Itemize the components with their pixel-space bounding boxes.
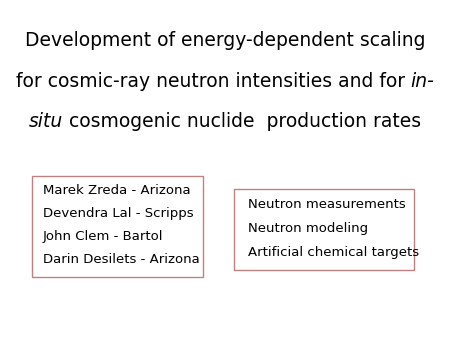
Text: cosmogenic nuclide  production rates: cosmogenic nuclide production rates: [63, 112, 421, 131]
Text: Darin Desilets - Arizona: Darin Desilets - Arizona: [43, 253, 199, 266]
Text: Neutron modeling: Neutron modeling: [248, 222, 368, 235]
Text: Neutron measurements: Neutron measurements: [248, 198, 405, 211]
Text: situ: situ: [29, 112, 63, 131]
FancyBboxPatch shape: [32, 176, 202, 277]
Text: in-: in-: [411, 72, 435, 91]
Text: for cosmic-ray neutron intensities and for: for cosmic-ray neutron intensities and f…: [15, 72, 410, 91]
Text: Artificial chemical targets: Artificial chemical targets: [248, 246, 418, 259]
Text: Devendra Lal - Scripps: Devendra Lal - Scripps: [43, 207, 193, 220]
Text: Development of energy-dependent scaling: Development of energy-dependent scaling: [25, 31, 425, 50]
Text: Marek Zreda - Arizona: Marek Zreda - Arizona: [43, 185, 190, 197]
Text: John Clem - Bartol: John Clem - Bartol: [43, 230, 163, 243]
FancyBboxPatch shape: [234, 189, 414, 270]
